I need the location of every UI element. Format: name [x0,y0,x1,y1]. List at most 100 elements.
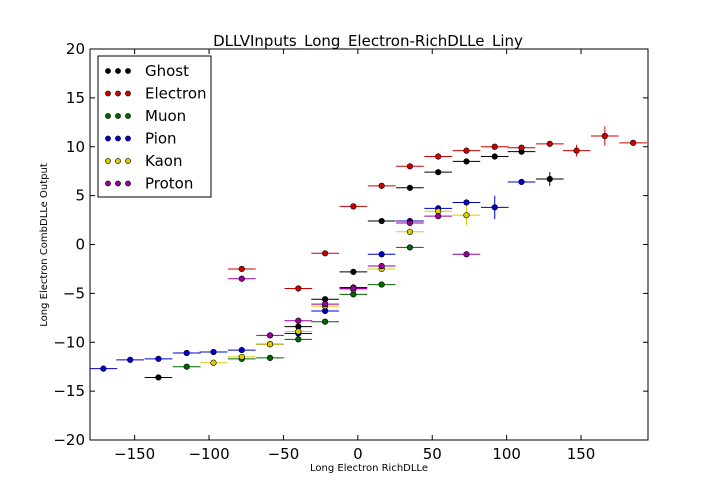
data-point [183,349,190,357]
series-ghost [144,148,564,381]
data-point [463,251,470,258]
data-point [210,348,217,356]
y-tick-label: 15 [66,89,85,107]
data-point [378,262,385,270]
data-point [406,184,414,191]
data-point [266,354,274,361]
legend-marker [115,68,121,74]
legend-marker [125,90,131,97]
data-point [378,182,385,189]
data-point [406,163,414,170]
legend-marker [105,113,111,119]
data-point [238,353,245,361]
data-point [491,153,498,160]
data-point [546,175,553,183]
data-point [155,374,162,381]
data-point [238,265,245,273]
data-point [266,341,274,348]
data-point [295,336,302,343]
legend-marker [125,180,131,187]
data-point [127,356,134,363]
data-point [378,281,385,288]
x-tick-label: 50 [423,445,442,463]
legend-marker [125,113,131,119]
data-point [406,219,414,227]
legend-marker [105,68,111,74]
data-points [89,126,647,381]
data-point [295,317,302,324]
legend-label: Kaon [145,152,182,170]
x-tick-label: 100 [492,445,521,463]
y-tick-label: 0 [75,236,85,254]
data-point [463,158,470,165]
data-point [463,147,470,154]
y-tick-label: −10 [53,333,85,351]
data-point [463,199,470,206]
legend-marker [105,90,111,97]
legend-label: Proton [145,175,193,193]
y-tick-label: 20 [66,40,85,58]
data-point [630,139,637,146]
data-point [435,153,442,160]
data-point [322,318,329,325]
data-point [378,217,385,225]
x-axis-label: Long Electron RichDLLe [310,463,428,474]
legend-marker [105,180,111,187]
series-electron [227,126,647,292]
legend-marker [115,158,121,164]
data-point [350,203,357,210]
data-point [546,140,553,147]
legend-marker [125,68,131,74]
data-point [573,147,580,154]
y-tick-label: −15 [53,382,85,400]
x-tick-label: −150 [114,445,155,463]
data-point [518,144,525,151]
data-point [295,285,302,292]
legend-marker [125,158,131,164]
data-point [155,355,162,362]
data-point [518,178,525,186]
data-point [322,301,329,308]
series-proton [227,213,481,339]
chart-title: DLLVInputs_Long_Electron-RichDLLe_Liny [213,32,523,51]
data-point [435,213,442,220]
legend-box [97,55,212,198]
legend-marker [115,180,121,187]
legend-marker [115,90,121,97]
data-point [463,212,470,219]
data-point [210,359,217,366]
x-tick-label: −50 [268,445,300,463]
data-point [406,244,414,251]
legend-marker [105,135,111,142]
data-point [491,204,498,211]
data-point [350,268,357,275]
data-point [295,328,302,335]
legend-marker [105,158,111,164]
x-tick-label: 150 [567,445,596,463]
data-point [378,251,385,258]
data-point [238,346,245,354]
data-point [350,285,357,292]
legend-label: Ghost [145,62,189,80]
legend-marker [115,113,121,119]
legend-label: Muon [145,107,186,125]
y-tick-label: 10 [66,138,85,156]
x-tick-label: −100 [188,445,229,463]
x-tick-label: 0 [353,445,363,463]
data-point [406,228,414,235]
data-point [491,143,498,150]
data-point [601,132,608,140]
legend-marker [115,135,121,142]
y-tick-label: −5 [63,284,85,302]
data-point [322,250,329,257]
legend-label: Pion [145,130,177,148]
data-point [238,275,245,282]
y-tick-label: −20 [53,431,85,449]
y-axis-label: Long Electron CombDLLe Output [39,163,50,327]
data-point [435,169,442,176]
legend-marker [125,135,131,142]
series-muon [172,244,424,370]
data-point [100,365,107,372]
